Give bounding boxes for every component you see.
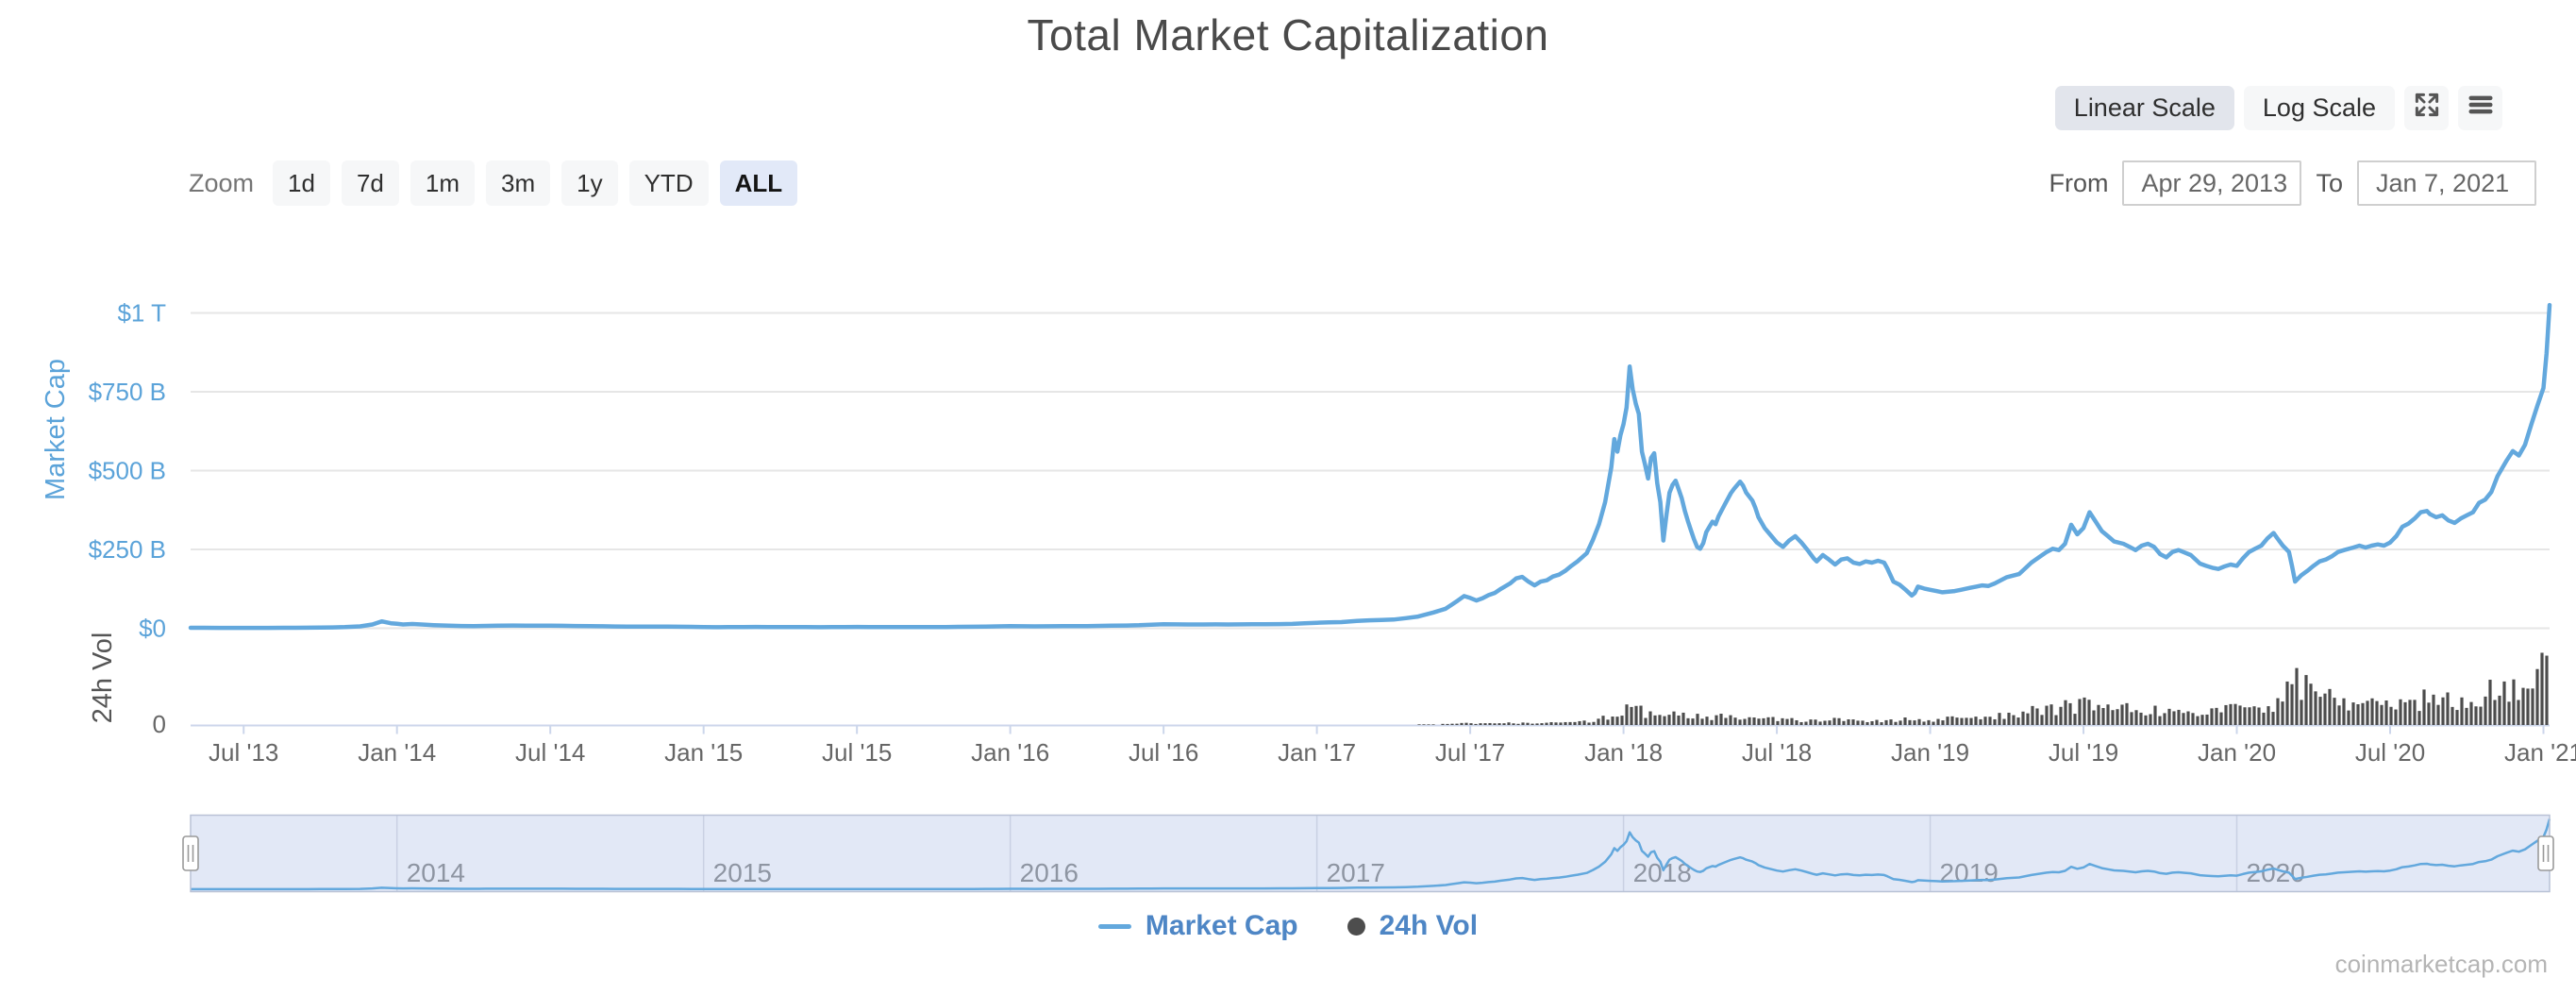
navigator-year-label: 2019 bbox=[1940, 858, 1999, 887]
legend-item-24h-vol[interactable]: 24h Vol bbox=[1347, 910, 1478, 942]
volume-bars bbox=[1417, 652, 2549, 725]
legend-item-market-cap[interactable]: Market Cap bbox=[1097, 910, 1298, 942]
watermark: coinmarketcap.com bbox=[2334, 950, 2548, 978]
from-date-input[interactable] bbox=[2122, 160, 2302, 206]
x-axis-tick-label: Jul '20 bbox=[2355, 738, 2425, 767]
market-cap-line bbox=[188, 302, 2552, 631]
log-scale-button[interactable]: Log Scale bbox=[2243, 86, 2395, 130]
volume-axis-tick-label: 0 bbox=[153, 710, 166, 738]
hamburger-menu-icon bbox=[2467, 91, 2495, 126]
zoom-button-3m[interactable]: 3m bbox=[486, 160, 551, 206]
page-title: Total Market Capitalization bbox=[1027, 10, 1549, 59]
volume-axis-title: 24h Vol bbox=[88, 632, 118, 724]
legend-item-label: 24h Vol bbox=[1379, 910, 1479, 941]
x-axis-tick-label: Jan '17 bbox=[1278, 738, 1356, 767]
navigator-year-label: 2017 bbox=[1327, 858, 1385, 887]
fullscreen-button[interactable] bbox=[2404, 86, 2449, 130]
date-range: From To bbox=[2049, 160, 2536, 206]
zoom-button-ytd[interactable]: YTD bbox=[628, 160, 709, 206]
legend-line-marker bbox=[1097, 923, 1131, 929]
x-axis-tick-label: Jul '15 bbox=[822, 738, 892, 767]
navigator-year-label: 2018 bbox=[1633, 858, 1692, 887]
scale-toggle: Linear Scale Log Scale bbox=[2054, 86, 2502, 130]
range-selector: Zoom 1d 7d 1m 3m 1y YTD ALL bbox=[189, 160, 798, 206]
main-gridlines: $0 $250 B $500 B $750 B $1 T bbox=[89, 299, 2550, 643]
to-date-input[interactable] bbox=[2357, 160, 2536, 206]
legend: Market Cap 24h Vol bbox=[0, 910, 2576, 942]
zoom-button-1y[interactable]: 1y bbox=[561, 160, 618, 206]
navigator-series-line bbox=[191, 818, 2551, 891]
y-axis-tick-label: $0 bbox=[139, 615, 166, 643]
linear-scale-button[interactable]: Linear Scale bbox=[2054, 86, 2234, 130]
navigator-handle-left[interactable] bbox=[182, 835, 199, 871]
market-cap-axis-title: Market Cap bbox=[41, 359, 71, 500]
x-axis-tick-label: Jan '18 bbox=[1584, 738, 1663, 767]
zoom-button-all[interactable]: ALL bbox=[719, 160, 798, 206]
zoom-label: Zoom bbox=[189, 168, 255, 197]
y-axis-tick-label: $500 B bbox=[89, 457, 166, 485]
legend-item-label: Market Cap bbox=[1145, 910, 1298, 941]
x-axis-tick-label: Jul '16 bbox=[1129, 738, 1198, 767]
y-axis-tick-label: $250 B bbox=[89, 535, 166, 564]
navigator-year-label: 2016 bbox=[1020, 858, 1079, 887]
x-axis-tick-label: Jul '19 bbox=[2049, 738, 2118, 767]
x-axis-tick-label: Jan '19 bbox=[1891, 738, 1969, 767]
y-axis-tick-label: $750 B bbox=[89, 378, 166, 406]
zoom-button-7d[interactable]: 7d bbox=[341, 160, 399, 206]
x-axis-tick-label: Jan '15 bbox=[664, 738, 743, 767]
y-axis-tick-label: $1 T bbox=[117, 299, 166, 328]
x-axis-tick-label: Jul '14 bbox=[515, 738, 585, 767]
x-axis-tick-label: Jan '14 bbox=[358, 738, 436, 767]
x-axis-tick-label: Jan '21 bbox=[2504, 738, 2576, 767]
x-axis-tick-label: Jul '18 bbox=[1742, 738, 1812, 767]
x-axis-tick-label: Jul '13 bbox=[209, 738, 278, 767]
x-axis: Jul '13 Jan '14 Jul '14 Jan '15 Jul '15 Jan '… bbox=[191, 724, 2576, 767]
navigator-mask[interactable] bbox=[191, 815, 2550, 892]
navigator-year-label: 2014 bbox=[407, 858, 465, 887]
x-axis-tick-label: Jul '17 bbox=[1435, 738, 1505, 767]
navigator[interactable]: 2014 2015 2016 2017 2018 2019 2020 bbox=[182, 814, 2554, 893]
from-label: From bbox=[2049, 168, 2109, 197]
x-axis-tick-label: Jan '20 bbox=[2198, 738, 2276, 767]
fullscreen-expand-icon bbox=[2413, 91, 2441, 126]
chart-menu-button[interactable] bbox=[2458, 86, 2502, 130]
navigator-year-label: 2015 bbox=[713, 858, 772, 887]
zoom-button-1m[interactable]: 1m bbox=[410, 160, 475, 206]
to-label: To bbox=[2316, 168, 2343, 197]
legend-circle-marker bbox=[1347, 917, 1365, 936]
zoom-button-1d[interactable]: 1d bbox=[273, 160, 330, 206]
x-axis-tick-label: Jan '16 bbox=[971, 738, 1049, 767]
navigator-handle-right[interactable] bbox=[2537, 835, 2554, 871]
